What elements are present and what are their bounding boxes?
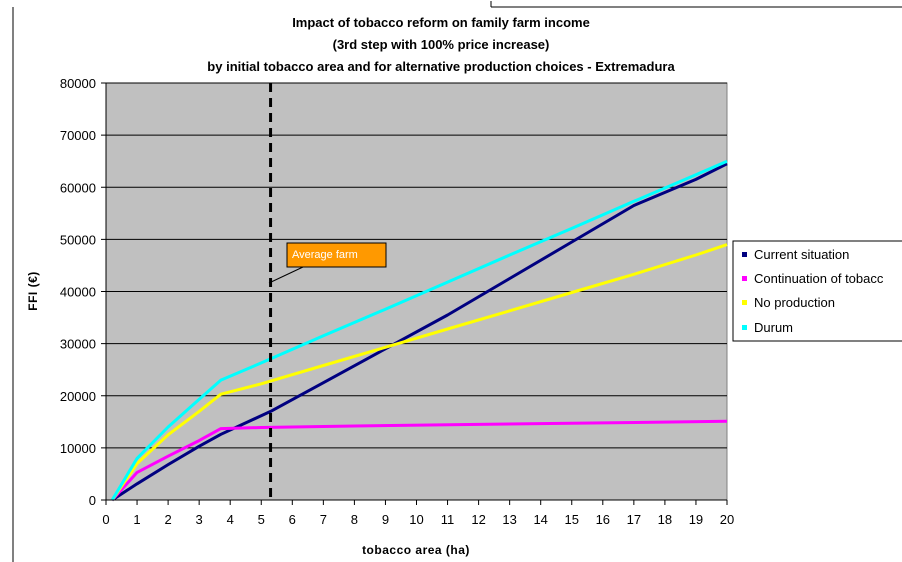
x-tick-label-11: 11 (441, 512, 455, 527)
legend-box (732, 240, 902, 342)
y-tick-label-4: 40000 (60, 285, 96, 300)
x-tick-label-9: 9 (382, 512, 389, 527)
x-axis-label: tobacco area (ha) (362, 543, 470, 557)
y-axis-ticks: 0 10000 20000 30000 40000 50000 60000 70000 8000… (60, 76, 106, 508)
x-tick-label-17: 17 (627, 512, 641, 527)
x-tick-label-15: 15 (565, 512, 579, 527)
x-tick-label-2: 2 (164, 512, 171, 527)
x-tick-label-6: 6 (289, 512, 296, 527)
chart-title-line-1: Impact of tobacco reform on family farm … (292, 15, 590, 30)
x-tick-label-4: 4 (227, 512, 234, 527)
chart-title-line-3: by initial tobacco area and for alternat… (207, 59, 675, 74)
legend-marker-durum (742, 325, 747, 330)
legend-label-current-situation: Current situation (754, 247, 849, 262)
x-tick-label-12: 12 (471, 512, 485, 527)
x-tick-label-7: 7 (320, 512, 327, 527)
average-farm-callout: Average farm (268, 242, 387, 284)
callout-pointer (268, 266, 304, 284)
series-line-current-situation (111, 162, 728, 502)
legend-marker-no-production (742, 300, 747, 305)
legend: Current situation Continuation of tobacc… (732, 240, 902, 342)
series-line-durum (110, 159, 728, 501)
series-lines (110, 159, 728, 502)
y-tick-label-7: 70000 (60, 128, 96, 143)
y-tick-label-5: 50000 (60, 232, 96, 247)
legend-label-durum: Durum (754, 320, 793, 335)
callout-text: Average farm (292, 249, 358, 261)
x-tick-label-0: 0 (102, 512, 109, 527)
x-tick-label-10: 10 (409, 512, 423, 527)
x-tick-label-16: 16 (596, 512, 610, 527)
x-tick-label-8: 8 (351, 512, 358, 527)
y-axis-label: FFI (€) (26, 271, 40, 311)
gridlines (106, 82, 727, 449)
x-tick-label-1: 1 (133, 512, 140, 527)
series-line-continuation-of-tobacco (111, 419, 728, 502)
x-tick-label-18: 18 (658, 512, 672, 527)
y-tick-label-0: 0 (89, 493, 96, 508)
y-tick-label-1: 10000 (60, 441, 96, 456)
x-tick-label-5: 5 (258, 512, 265, 527)
legend-marker-continuation-of-tobacco (742, 276, 747, 281)
x-tick-label-14: 14 (533, 512, 547, 527)
x-axis-ticks: 0 1 2 3 4 5 6 7 8 9 10 11 12 13 14 15 16 17 18 19 20 (102, 500, 734, 527)
legend-marker-current-situation (742, 252, 747, 257)
x-tick-label-3: 3 (196, 512, 203, 527)
legend-label-no-production: No production (754, 295, 835, 310)
x-tick-label-19: 19 (689, 512, 703, 527)
series-line-no-production (110, 243, 728, 501)
legend-label-continuation-of-tobacco: Continuation of tobacc (754, 271, 884, 286)
callout-box (286, 242, 387, 268)
x-tick-label-13: 13 (502, 512, 516, 527)
y-tick-label-8: 80000 (60, 76, 96, 91)
chart-title-line-2: (3rd step with 100% price increase) (333, 37, 550, 52)
x-tick-label-20: 20 (720, 512, 734, 527)
y-tick-label-6: 60000 (60, 180, 96, 195)
y-tick-label-2: 20000 (60, 389, 96, 404)
y-tick-label-3: 30000 (60, 337, 96, 352)
